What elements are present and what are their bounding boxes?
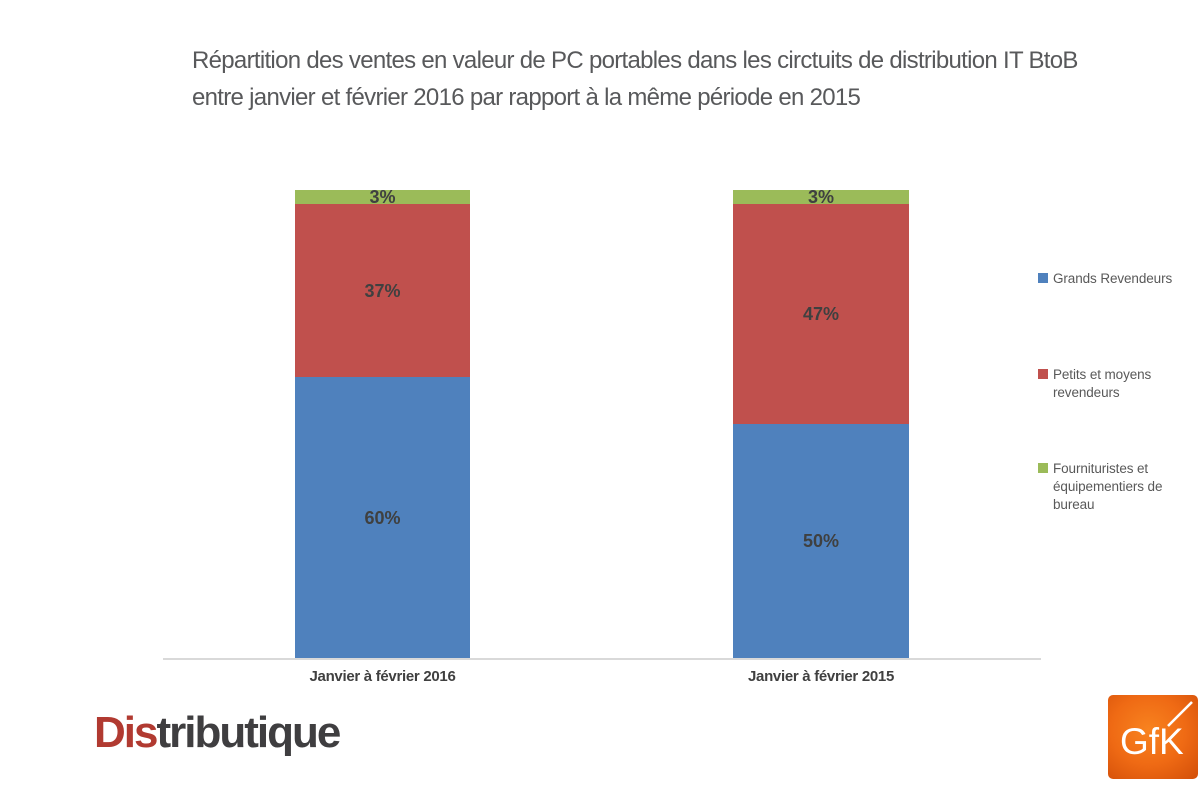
x-axis-category-label: Janvier à février 2015 <box>747 668 894 685</box>
bar-segment: 60% <box>295 377 470 658</box>
gfk-logo-diagonal <box>1167 701 1193 727</box>
distributique-logo-suffix: tributique <box>156 708 341 757</box>
chart-title-line-2: entre janvier et février 2016 par rappor… <box>192 84 861 111</box>
x-axis-line <box>163 658 1041 660</box>
stacked-bar-1: 3% 37% 60% <box>295 187 470 658</box>
gfk-logo-text: GfK <box>1120 721 1184 762</box>
legend-item: Grands Revendeurs <box>1038 270 1183 288</box>
bar-segment-value-label: 3% <box>807 187 834 207</box>
bar-segment-value-label: 47% <box>802 304 840 324</box>
bar-segment: 3% <box>733 187 909 207</box>
bar-segment: 50% <box>733 424 909 658</box>
chart-title-line-1: Répartition des ventes en valeur de PC p… <box>192 47 1078 74</box>
gfk-logo-background <box>1108 695 1198 779</box>
gfk-logo-graphic: GfK <box>1108 695 1198 779</box>
gfk-logo: GfK <box>1108 695 1198 779</box>
legend-item: Petits et moyens revendeurs <box>1038 366 1183 402</box>
legend-swatch-icon <box>1038 463 1048 473</box>
bar-segment: 47% <box>733 204 909 424</box>
legend: Grands Revendeurs Petits et moyens revend… <box>1038 270 1190 530</box>
legend-label: Grands Revendeurs <box>1053 271 1173 286</box>
distributique-logo: Distributique <box>94 708 341 758</box>
stacked-bar-2: 3% 47% 50% <box>733 187 909 658</box>
chart-title: Répartition des ventes en valeur de PC p… <box>192 42 1078 116</box>
distributique-logo-prefix: Dis <box>94 708 159 757</box>
legend-item: Fournituristes et équipementiers de bure… <box>1038 460 1183 514</box>
bar-segment: 3% <box>295 187 470 207</box>
bar-segment: 37% <box>295 204 470 377</box>
legend-label: Fournituristes et équipementiers de bure… <box>1053 461 1163 512</box>
bar-segment-value-label: 37% <box>364 280 401 301</box>
bar-segment-value-label: 50% <box>802 531 840 551</box>
x-axis-category-label: Janvier à février 2016 <box>309 668 456 685</box>
legend-label: Petits et moyens revendeurs <box>1053 367 1152 400</box>
bar-segment-value-label: 60% <box>364 507 401 528</box>
bar-segment-value-label: 3% <box>369 187 396 207</box>
legend-swatch-icon <box>1038 273 1048 283</box>
legend-swatch-icon <box>1038 369 1048 379</box>
